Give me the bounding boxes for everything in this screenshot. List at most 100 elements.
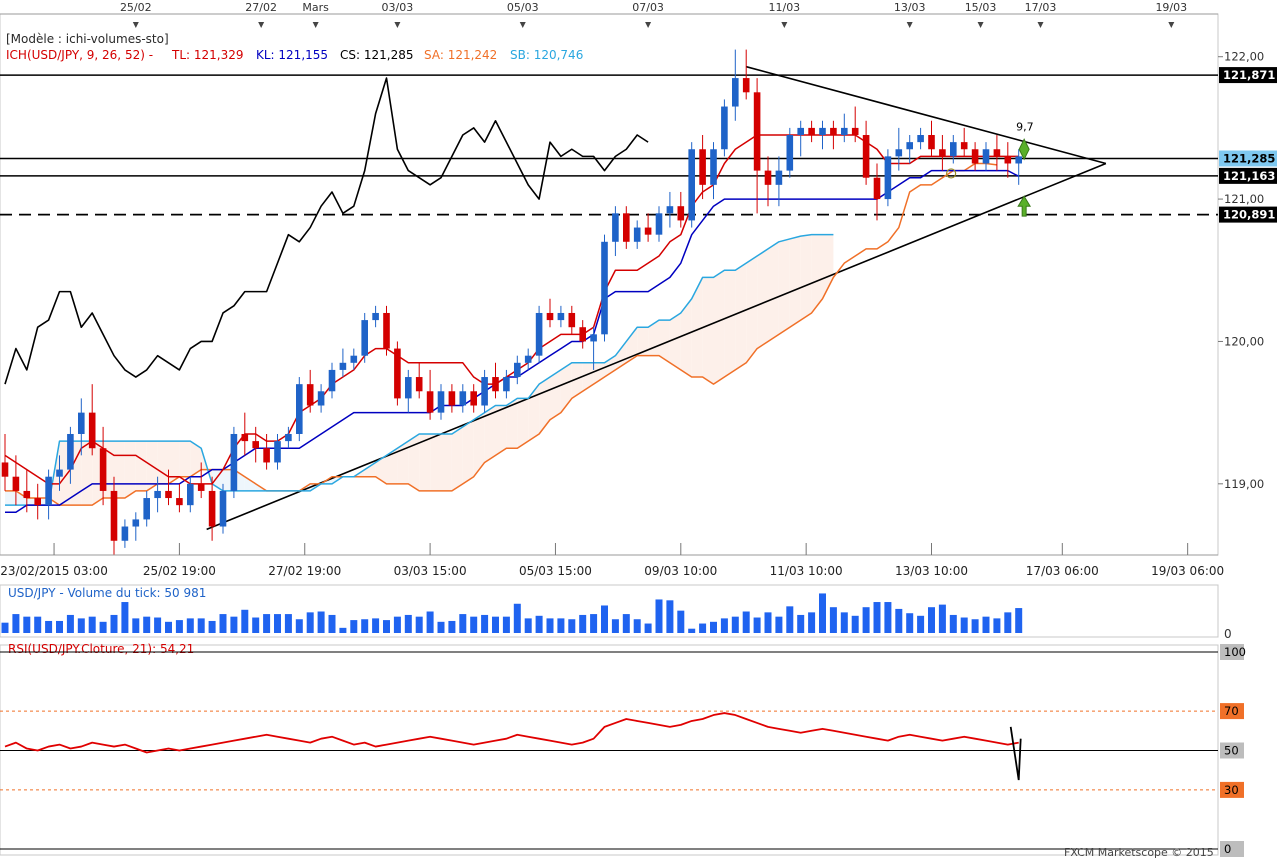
model-label: [Modèle : ichi-volumes-sto]	[6, 32, 169, 46]
cloud-segment	[768, 241, 779, 342]
price-tick-label: 119,00	[1224, 477, 1264, 491]
candle-body	[1, 462, 9, 477]
candle-body	[655, 213, 663, 235]
volume-bar	[960, 617, 968, 633]
volume-bar	[415, 616, 423, 633]
volume-bar	[611, 619, 619, 633]
candle-body	[699, 149, 706, 185]
bottom-time-axis: 23/02/2015 03:00 25/02 19:00 27/02 19:00 03…	[0, 543, 1224, 578]
volume-bar	[284, 614, 292, 633]
rsi-signal-mark	[1009, 726, 1022, 781]
volume-bar	[1015, 608, 1023, 633]
cloud-segment	[680, 298, 692, 378]
volume-bar	[513, 603, 521, 633]
candle-body	[121, 526, 129, 541]
cloud-segment	[473, 412, 485, 477]
volume-bar	[840, 612, 848, 633]
volume-bar	[393, 616, 401, 633]
volume-bar	[34, 616, 42, 633]
volume-bar	[241, 609, 249, 633]
candle-body	[514, 362, 521, 378]
volume-bar	[306, 612, 314, 633]
volume-bar	[143, 616, 151, 633]
volume-bar	[917, 615, 925, 633]
rsi-axis: 100 70 50 30 0	[1220, 644, 1246, 857]
cloud-segment	[789, 236, 801, 328]
volume-bar	[361, 619, 369, 633]
volume-bar	[797, 614, 805, 633]
cloud-segment	[757, 248, 768, 349]
volume-bar	[1004, 612, 1012, 633]
chikou-value: CS: 121,285	[340, 48, 413, 62]
ichimoku-lines	[4, 77, 1020, 514]
candle-body	[764, 170, 772, 185]
cloud-segment	[5, 490, 16, 506]
candlesticks	[1, 49, 1022, 555]
candle-body	[252, 441, 259, 449]
volume-bar	[350, 620, 358, 633]
bottom-axis-label: 13/03 10:00	[895, 564, 968, 578]
volume-bar	[45, 620, 53, 633]
senkou-b-value: SB: 120,746	[510, 48, 583, 62]
cloud-segment	[822, 234, 834, 299]
volume-bar	[873, 602, 881, 633]
volume-bar	[655, 599, 663, 633]
candle-body	[56, 469, 63, 477]
volume-bar	[328, 614, 336, 633]
volume-bar	[851, 615, 859, 633]
volume-bar	[949, 614, 957, 633]
volume-bar	[928, 607, 935, 633]
volume-bar	[819, 593, 826, 633]
cloud-segment	[528, 384, 540, 442]
candle-body	[350, 355, 358, 363]
price-tick-label: 122,00	[1224, 50, 1264, 64]
volume-bar	[208, 620, 216, 633]
cloud-segment	[811, 234, 823, 313]
day-marker-icon	[1168, 22, 1175, 28]
volume-bar	[524, 618, 532, 633]
top-axis-label: 27/02	[245, 1, 277, 14]
day-marker-icon	[1037, 22, 1044, 28]
volume-axis-zero: 0	[1224, 627, 1232, 641]
volume-bar	[383, 620, 390, 633]
top-axis-label: 13/03	[894, 1, 926, 14]
volume-bar	[88, 616, 96, 633]
cloud-segment	[691, 277, 703, 378]
volume-bar	[1, 622, 9, 633]
day-marker-icon	[645, 22, 652, 28]
day-marker-icon	[781, 22, 788, 28]
volume-bar	[971, 619, 979, 633]
senkou-a-value: SA: 121,242	[424, 48, 497, 62]
volume-bar	[829, 607, 837, 633]
candle-body	[110, 490, 118, 541]
day-marker-icon	[906, 22, 913, 28]
rsi-level-tag-bg	[1220, 742, 1244, 759]
candle-body	[623, 213, 630, 242]
day-marker-icon	[312, 22, 319, 28]
volume-bar	[295, 619, 303, 633]
volume-bar	[699, 623, 707, 633]
volume-bar	[764, 612, 772, 633]
top-axis-label: 25/02	[120, 1, 152, 14]
cloud-segment	[604, 355, 616, 378]
candle-body	[426, 391, 434, 413]
falling-trendline	[745, 65, 1107, 165]
volume-bar	[982, 616, 990, 633]
candle-body	[470, 391, 477, 406]
cloud-segment	[659, 320, 670, 363]
candle-body	[601, 241, 608, 335]
volume-bar	[404, 614, 412, 633]
volume-bar	[154, 617, 162, 633]
bottom-axis-label: 03/03 15:00	[394, 564, 467, 578]
volume-bar	[437, 621, 445, 633]
bottom-axis-label: 23/02/2015 03:00	[0, 564, 108, 578]
candle-body	[732, 78, 739, 107]
horizontal-levels	[0, 74, 1218, 216]
volume-bar	[110, 614, 118, 633]
top-axis-label: 07/03	[632, 1, 664, 14]
candle-body	[383, 312, 390, 349]
cloud-segment	[451, 426, 463, 491]
bottom-axis-label: 17/03 06:00	[1026, 564, 1099, 578]
rsi-level-tag: 0	[1224, 842, 1231, 856]
volume-bar	[590, 614, 598, 633]
